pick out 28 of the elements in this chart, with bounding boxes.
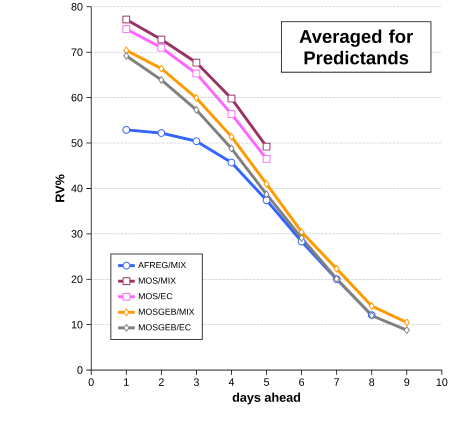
y-tick-label: 60	[72, 94, 82, 102]
legend-label: AFREG/MIX	[138, 261, 186, 268]
x-tick-label: 4	[228, 378, 234, 386]
x-tick-label: 10	[436, 378, 448, 386]
x-tick-label: 1	[124, 378, 129, 386]
legend-label: MOS/EC	[138, 292, 172, 300]
y-tick-label: 30	[71, 230, 82, 238]
y-tick-label: 50	[71, 139, 82, 147]
y-tick-label: 0	[77, 366, 82, 374]
y-tick-label: 20	[72, 275, 82, 283]
y-tick-label: 80	[71, 2, 82, 10]
legend-label: MOSGEB/EC	[138, 324, 191, 330]
x-tick-label: 3	[194, 378, 199, 386]
x-tick-label: 7	[334, 378, 340, 386]
x-tick-label: 9	[404, 378, 410, 386]
x-tick-label: 8	[369, 378, 374, 386]
y-tick-label: 40	[71, 184, 82, 192]
legend-label: MOS/MIX	[138, 277, 176, 284]
annotation: Averaged for Predictands	[300, 29, 413, 64]
x-tick-label: 6	[299, 378, 304, 386]
x-axis-title: days ahead	[232, 392, 300, 404]
legend-label: MOSGEB/MIX	[138, 308, 194, 315]
x-tick-label: 0	[88, 378, 94, 386]
y-tick-label: 70	[72, 48, 82, 56]
y-axis-title: RV%	[55, 174, 64, 202]
x-tick-label: 5	[264, 378, 270, 386]
y-tick-label: 10	[72, 320, 82, 328]
x-tick-label: 2	[158, 378, 164, 386]
